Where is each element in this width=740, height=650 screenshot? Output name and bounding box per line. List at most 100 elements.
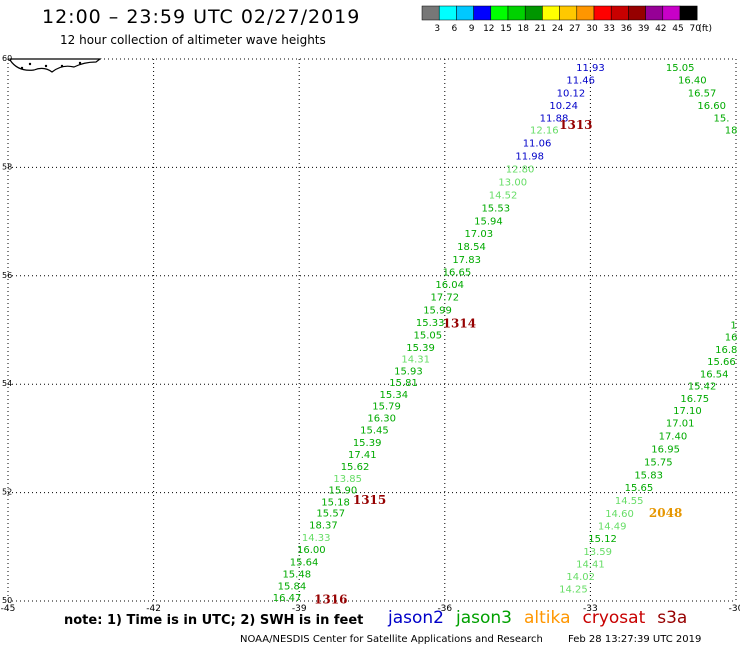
- wave-height-label: 16.40: [678, 76, 707, 87]
- wave-height-label: 17.40: [659, 432, 688, 443]
- wave-height-label: 14.25: [559, 585, 588, 596]
- legend-item-s3a: s3a: [657, 608, 688, 628]
- wave-height-label: 15.05: [666, 63, 695, 74]
- y-tick-label: 50: [2, 596, 12, 605]
- legend-item-jason3: jason3: [456, 608, 512, 628]
- wave-height-label: 15.94: [474, 217, 503, 228]
- wave-height-label: 15.90: [329, 485, 358, 496]
- wave-height-label: 13.00: [498, 177, 527, 188]
- wave-height-label: 17.41: [348, 450, 377, 461]
- wave-height-label: 10.12: [557, 89, 586, 100]
- color-scale-unit: (ft): [698, 24, 712, 34]
- satellite-legend: jason2 jason3 altika cryosat s3a: [388, 608, 699, 628]
- x-tick-label: -42: [146, 604, 161, 614]
- wave-height-label: 16.54: [700, 369, 729, 380]
- x-tick-label: -45: [1, 604, 16, 614]
- color-scale-tick: 9: [469, 24, 475, 34]
- wave-height-label: 17.03: [464, 229, 493, 240]
- wave-height-label: 17.83: [452, 255, 481, 266]
- color-scale-tick: 15: [500, 24, 511, 34]
- coastline-island: [28, 62, 32, 66]
- orbit-number-label: 1315: [353, 493, 386, 507]
- color-scale-bar: 3 6 9 12 15 18 21 24 27 30 33 36 39 42 45 70(ft): [421, 5, 712, 34]
- wave-height-label: 12.80: [506, 164, 535, 175]
- color-scale-tick: 6: [452, 24, 458, 34]
- wave-height-label: 12.16: [530, 125, 559, 136]
- wave-height-label: 15.84: [278, 581, 307, 592]
- wave-height-label: 16.60: [697, 101, 726, 112]
- color-scale-tick: 12: [483, 24, 494, 34]
- wave-height-label: 14.33: [302, 533, 331, 544]
- x-tick-label: -39: [292, 604, 307, 614]
- wave-height-label: 14.52: [489, 191, 518, 202]
- footer-timestamp: Feb 28 13:27:39 UTC 2019: [568, 634, 702, 645]
- color-scale-tick: 70: [689, 24, 701, 34]
- wave-height-label: 14.60: [605, 509, 634, 520]
- wave-height-label: 15.79: [372, 401, 401, 412]
- wave-height-label: 18.37: [309, 521, 338, 532]
- coastline-island: [60, 64, 64, 68]
- wave-height-label: 15.05: [413, 330, 442, 341]
- orbit-number-label: 1313: [559, 118, 592, 132]
- color-swatch: [679, 5, 698, 21]
- wave-height-label: 15.57: [316, 509, 345, 520]
- wave-height-label: 14.31: [401, 355, 430, 366]
- color-scale-tick: 18: [517, 24, 529, 34]
- wave-height-label: 15.83: [634, 471, 663, 482]
- wave-height-label: 11.93: [576, 63, 605, 74]
- color-scale-tick: 24: [552, 24, 564, 34]
- wave-height-label: 15.48: [282, 569, 311, 580]
- legend-item-altika: altika: [524, 608, 571, 628]
- wave-height-label: 13.85: [333, 474, 362, 485]
- color-scale-tick: 33: [603, 24, 614, 34]
- wave-height-label: 10.24: [549, 101, 578, 112]
- wave-height-label: 15.53: [481, 204, 510, 215]
- wave-height-label: 15.: [713, 114, 729, 125]
- wave-height-label: 18.54: [457, 242, 486, 253]
- color-scale-tick: 42: [655, 24, 666, 34]
- wave-height-label: 14.55: [615, 496, 644, 507]
- wave-height-label: 14.49: [598, 522, 627, 533]
- wave-height-label: 15.66: [707, 357, 736, 368]
- chart-title: 12:00 – 23:59 UTC 02/27/2019: [42, 6, 361, 28]
- wave-height-label: 16.65: [443, 267, 472, 278]
- wave-height-label: 14.02: [566, 572, 595, 583]
- wave-height-label: 15.93: [394, 367, 423, 378]
- wave-height-label: 17.10: [673, 406, 702, 417]
- y-tick-label: 58: [2, 162, 12, 171]
- x-tick-label: -30: [729, 604, 740, 614]
- wave-height-label: 15.45: [360, 426, 389, 437]
- wave-height-label: 16.95: [651, 445, 680, 456]
- wave-height-label: 11.06: [523, 138, 552, 149]
- wave-height-label: 16: [725, 333, 738, 344]
- y-tick-label: 60: [2, 54, 12, 63]
- color-scale-tick: 21: [535, 24, 546, 34]
- footer-source: NOAA/NESDIS Center for Satellite Applica…: [240, 634, 543, 645]
- color-scale-tick: 30: [586, 24, 598, 34]
- y-tick-label: 52: [2, 488, 12, 497]
- y-tick-label: 56: [2, 271, 12, 280]
- wave-height-label: 11.88: [540, 114, 569, 125]
- wave-height-label: 17.72: [430, 292, 459, 303]
- wave-height-label: 11.46: [566, 76, 595, 87]
- wave-height-label: 15.33: [416, 318, 445, 329]
- wave-height-label: 16.8: [715, 345, 737, 356]
- coastline-island: [78, 61, 82, 65]
- note-text: note: 1) Time is in UTC; 2) SWH is in fe…: [64, 613, 364, 628]
- orbit-number-label: 1316: [314, 592, 347, 606]
- wave-height-label: 1: [730, 321, 736, 332]
- wave-height-label: 15.39: [406, 343, 435, 354]
- wave-height-label: 15.42: [688, 381, 717, 392]
- footer: NOAA/NESDIS Center for Satellite Applica…: [240, 634, 701, 645]
- wave-height-label: 17.01: [666, 419, 695, 430]
- wave-height-label: 15.34: [380, 390, 409, 401]
- color-scale-tick: 36: [621, 24, 633, 34]
- wave-height-label: 13.59: [583, 547, 612, 558]
- orbit-number-label: 1314: [443, 316, 476, 330]
- y-tick-label: 54: [2, 379, 12, 388]
- coastline-island: [44, 64, 48, 68]
- wave-height-label: 15.99: [423, 305, 452, 316]
- color-scale-tick: 3: [434, 24, 440, 34]
- wave-height-label: 15.62: [341, 462, 370, 473]
